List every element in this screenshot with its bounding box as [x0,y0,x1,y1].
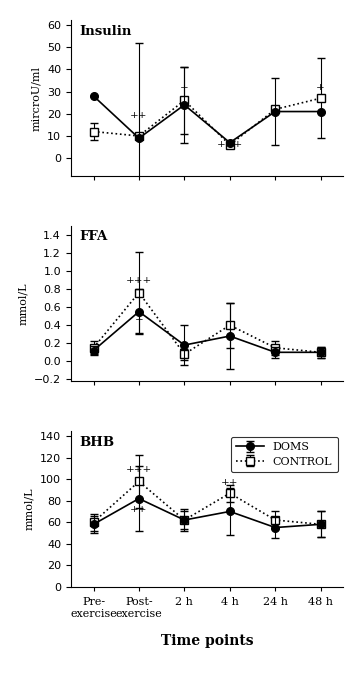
Text: +++: +++ [217,140,243,149]
Text: FFA: FFA [79,231,107,243]
Text: ++: ++ [130,111,148,121]
Y-axis label: mmol/L: mmol/L [18,282,28,325]
Text: BHB: BHB [79,436,114,449]
Text: +: + [180,83,189,91]
Text: +++: +++ [126,465,152,474]
Text: 2 h: 2 h [176,597,193,608]
Text: Post-
exercise: Post- exercise [115,597,162,619]
Text: ++: ++ [221,478,239,487]
Text: +++: +++ [126,276,152,285]
Text: Pre-
exercise: Pre- exercise [70,597,117,619]
Y-axis label: mmol/L: mmol/L [24,488,34,530]
Text: Insulin: Insulin [79,25,131,38]
Text: +: + [316,83,325,91]
Text: +: + [135,315,143,324]
X-axis label: Time points: Time points [161,634,253,649]
Text: ++: ++ [130,505,148,514]
Y-axis label: mircroU/ml: mircroU/ml [32,65,41,131]
Text: 4 h: 4 h [221,597,239,608]
Text: 48 h: 48 h [308,597,333,608]
Legend: DOMS, CONTROL: DOMS, CONTROL [230,436,338,472]
Text: 24 h: 24 h [263,597,288,608]
